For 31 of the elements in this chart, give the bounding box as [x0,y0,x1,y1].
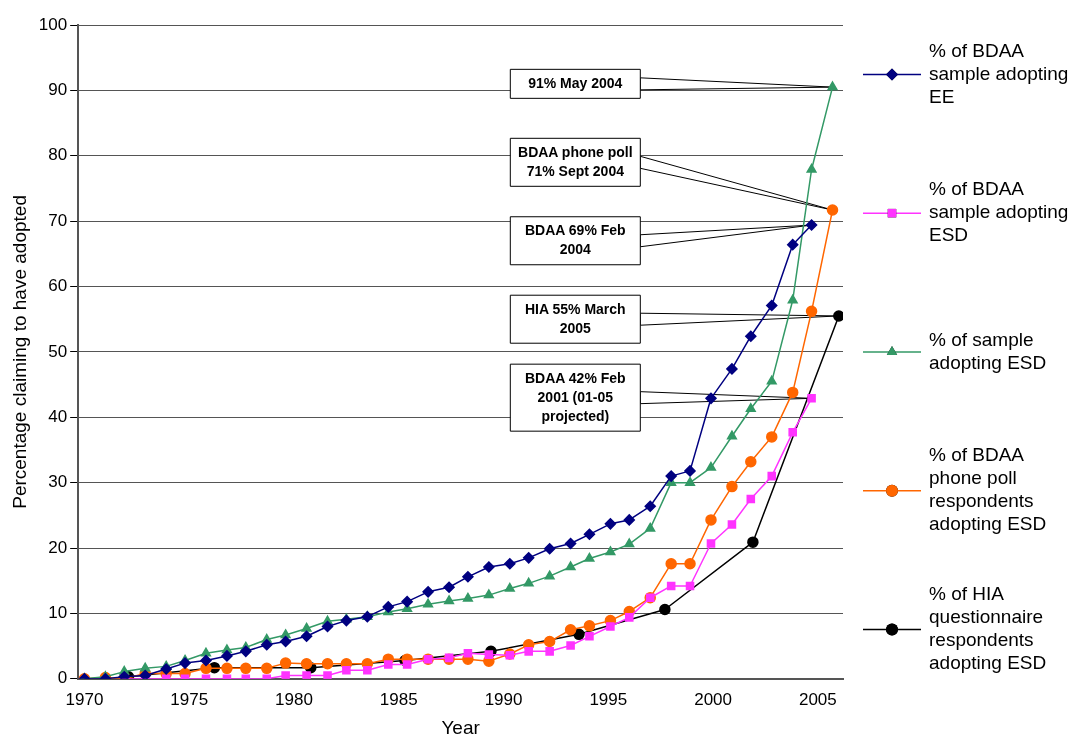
y-tick-label: 50 [48,341,68,361]
annotation: BDAA 42% Feb 2001 (01-05 projected) [524,369,626,424]
legend-label: % of HIA questionnaire respondents adopting ESD [929,583,1047,674]
y-tick-label: 80 [48,145,68,165]
y-tick-label: 10 [48,603,68,623]
y-tick-label: 90 [48,80,68,100]
x-tick-label: 2000 [694,689,732,709]
y-tick-label: 70 [48,210,68,230]
x-tick-label: 1975 [170,689,209,709]
annotation: BDAA phone poll 71% Sept 2004 [518,143,633,179]
y-tick-label: 30 [48,472,68,492]
y-axis-title: Percentage claiming to have adopted [8,195,30,509]
y-tick-label: 40 [48,406,68,426]
x-tick-label: 1980 [275,689,313,709]
y-tick-label: 60 [48,276,68,296]
x-axis-title: Year [441,716,481,738]
x-tick-label: 1985 [379,689,418,709]
legend-label: % of BDAA phone poll respondents adopting ESD [929,444,1047,535]
y-tick-label: 20 [48,537,68,557]
annotation: HIA 55% March 2005 [524,300,626,336]
legend-label: % of sample adopting ESD [929,328,1047,373]
legend-label: % of BDAA sample adopting ESD [929,178,1069,246]
annotation: BDAA 69% Feb 2004 [524,222,626,258]
annotation: 91% May 2004 [528,74,623,91]
x-tick-label: 2005 [798,689,837,709]
legend-label: % of BDAA sample adopting EE [929,39,1069,107]
x-tick-label: 1970 [65,689,104,709]
y-tick-label: 0 [57,668,68,688]
y-tick-label: 100 [38,14,68,34]
x-tick-label: 1990 [484,689,523,709]
x-tick-label: 1995 [589,689,628,709]
